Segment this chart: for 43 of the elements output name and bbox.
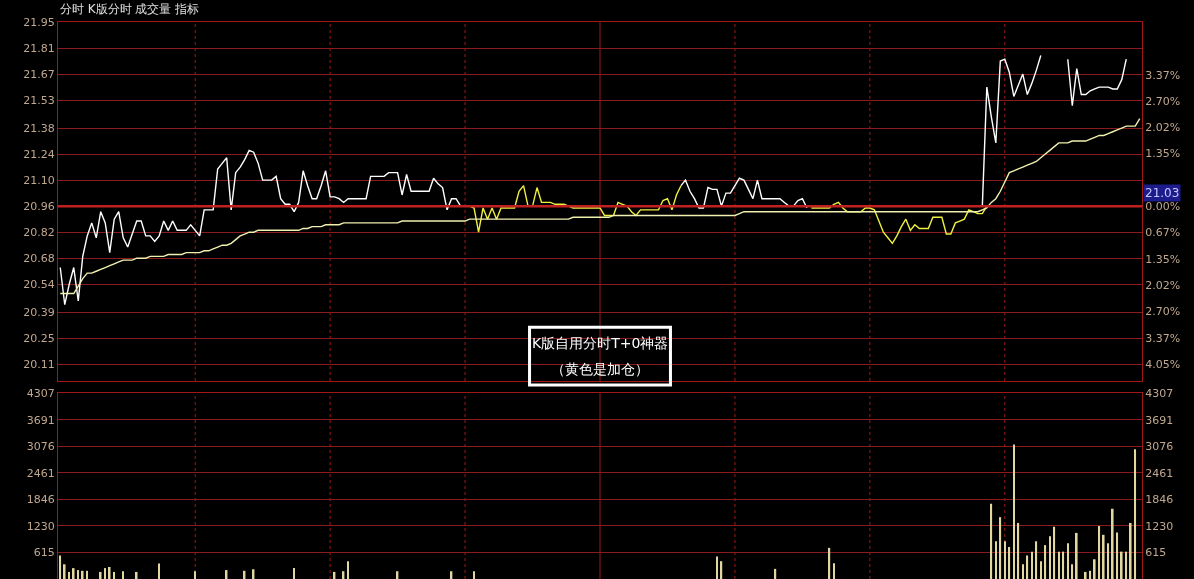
y-tick-label: 3076 xyxy=(26,440,55,454)
chart-title: 分时 K版分时 成交量 指标 xyxy=(60,2,200,16)
y-tick-label: 21.81 xyxy=(23,41,55,55)
y2-tick-label: 1230 xyxy=(1145,519,1174,533)
y2-tick-label: 1.35% xyxy=(1145,252,1181,266)
y2-tick-label: 2.70% xyxy=(1145,94,1181,108)
y2-tick-label: 4307 xyxy=(1145,386,1174,400)
y2-tick-label: 3691 xyxy=(1145,413,1174,427)
annotation: 21.03 xyxy=(1145,186,1180,200)
y-tick-label: 1230 xyxy=(26,519,55,533)
y2-tick-label: 0.67% xyxy=(1145,226,1181,240)
y2-tick-label: 3.37% xyxy=(1145,68,1181,82)
y2-tick-label: 615 xyxy=(1145,546,1167,560)
annotation: K版自用分时T+0神器 xyxy=(532,335,669,351)
y-tick-label: 20.11 xyxy=(23,358,55,372)
y-tick-label: 1846 xyxy=(26,493,55,507)
y2-tick-label: 2461 xyxy=(1145,466,1174,480)
y2-tick-label: 2.02% xyxy=(1145,121,1181,135)
y-tick-label: 615 xyxy=(33,546,55,560)
y-tick-label: 3691 xyxy=(26,413,55,427)
annotation: （黄色是加仓） xyxy=(551,361,649,377)
y-tick-label: 20.54 xyxy=(23,278,55,292)
y-tick-label: 21.38 xyxy=(23,121,55,135)
y-tick-label: 20.68 xyxy=(23,252,55,266)
y-tick-label: 21.53 xyxy=(23,93,55,107)
y-tick-label: 21.24 xyxy=(23,147,55,161)
y-tick-label: 21.10 xyxy=(23,173,55,187)
y2-tick-label: 4.05% xyxy=(1145,358,1181,372)
y2-tick-label: 3.37% xyxy=(1145,331,1181,345)
y-tick-label: 21.67 xyxy=(23,67,55,81)
y2-tick-label: 1.35% xyxy=(1145,147,1181,161)
y2-tick-label: 2.70% xyxy=(1145,305,1181,319)
y2-tick-label: 3076 xyxy=(1145,440,1174,454)
y-tick-label: 20.39 xyxy=(23,306,55,320)
y-tick-label: 20.96 xyxy=(23,199,55,213)
y2-tick-label: 2.02% xyxy=(1145,278,1181,292)
y-tick-label: 2461 xyxy=(26,466,55,480)
y-tick-label: 4307 xyxy=(26,386,55,400)
y2-tick-label: 0.00% xyxy=(1145,200,1181,214)
y2-tick-label: 1846 xyxy=(1145,493,1174,507)
y-tick-label: 21.95 xyxy=(23,15,55,29)
y-tick-label: 20.25 xyxy=(23,332,55,346)
y-tick-label: 20.82 xyxy=(23,226,55,240)
